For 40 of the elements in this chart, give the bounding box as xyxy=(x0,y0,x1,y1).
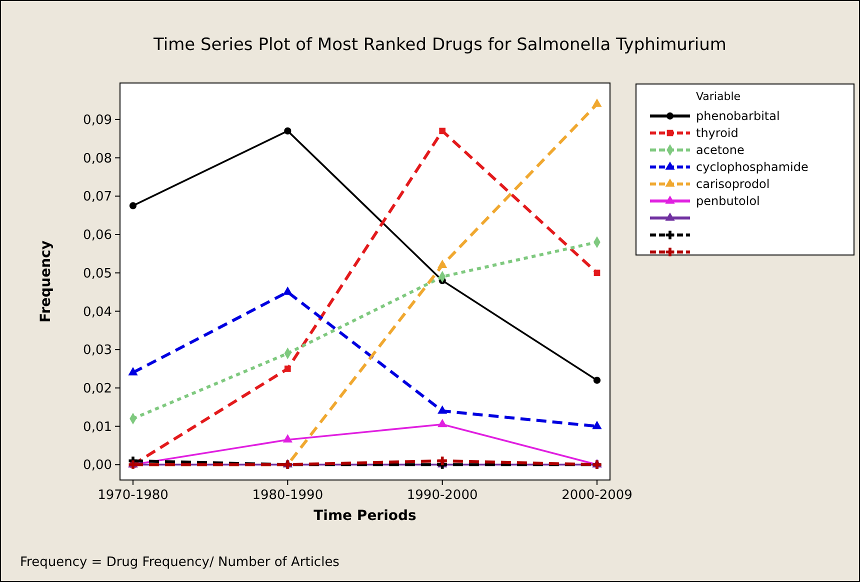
y-tick-label: 0,09 xyxy=(83,112,112,128)
point xyxy=(438,418,448,428)
chart-title: Time Series Plot of Most Ranked Drugs for Salmonella Typhimurium xyxy=(152,35,726,55)
legend-label: thyroid xyxy=(696,126,738,140)
point xyxy=(592,420,602,430)
point xyxy=(282,286,292,295)
y-tick-label: 0,02 xyxy=(83,381,112,396)
legend-label: phenobarbital xyxy=(696,109,780,124)
legend-label: acetone xyxy=(696,143,744,158)
x-axis-title: Time Periods xyxy=(314,508,416,524)
point xyxy=(438,456,447,466)
point xyxy=(128,367,138,376)
point xyxy=(282,434,292,442)
point xyxy=(284,127,292,135)
legend-label: cyclophosphamide xyxy=(696,160,808,174)
text: Frequency = Drug Frequency/ Number of Articles xyxy=(20,555,340,570)
y-axis-title: Frequency xyxy=(38,240,54,322)
point xyxy=(438,260,448,268)
point xyxy=(594,270,600,276)
y-tick-label: 0,07 xyxy=(83,190,112,205)
y-tick-label: 0,03 xyxy=(83,343,112,358)
y-tick-label: 0,01 xyxy=(83,420,112,435)
legend-title: Variable xyxy=(696,90,741,103)
legend-label: carisoprodol xyxy=(696,177,770,192)
x-tick-label: 1990-2000 xyxy=(406,488,478,503)
point xyxy=(439,128,446,134)
y-tick-label: 0,04 xyxy=(83,304,112,320)
y-tick-label: 0,00 xyxy=(83,458,112,474)
x-tick-label: 1980-1990 xyxy=(252,488,324,503)
point xyxy=(592,98,602,107)
point xyxy=(284,366,291,372)
y-tick-label: 0,05 xyxy=(83,266,112,282)
point xyxy=(129,202,137,210)
legend-label: penbutolol xyxy=(696,194,760,208)
y-tick-label: 0,06 xyxy=(83,228,112,244)
x-tick-label: 1970-1980 xyxy=(98,488,168,503)
x-tick-label: 2000-2009 xyxy=(562,488,632,503)
point xyxy=(438,405,448,414)
y-tick-label: 0,08 xyxy=(83,151,112,166)
point xyxy=(593,376,601,384)
